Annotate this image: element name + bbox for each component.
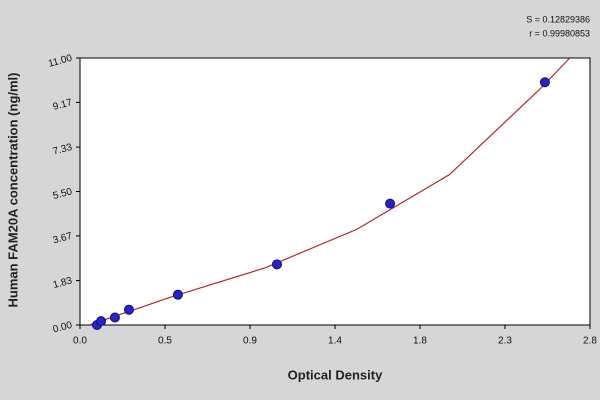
plot-area [79,57,591,326]
y-tick-label: 11.00 [47,53,74,70]
fit-curve [89,57,571,326]
data-point [385,198,396,209]
x-tick-label: 0.5 [158,336,172,347]
data-point [271,259,282,270]
annotation: S = 0.12829386 [526,14,590,24]
x-tick-label: 0.0 [73,336,87,347]
y-tick-label: 3.67 [52,231,74,247]
y-tick-label: 9.17 [52,97,74,113]
y-tick-label: 0.00 [52,320,74,336]
y-tick-label: 1.83 [52,275,74,291]
y-axis-title: Human FAM20A concentration (ng/ml) [5,73,20,308]
x-axis-title: Optical Density [288,367,383,382]
x-tick-label: 1.8 [413,336,427,347]
y-tick-label: 5.50 [52,186,74,202]
annotation: r = 0.99980853 [529,28,590,38]
y-tick-label: 7.33 [52,142,74,158]
data-point [172,289,183,300]
x-tick-label: 2.3 [498,336,512,347]
data-point [109,312,120,323]
data-point [539,77,550,88]
data-point [123,304,134,315]
x-tick-label: 2.8 [583,336,597,347]
x-tick-label: 1.4 [328,336,342,347]
x-tick-label: 0.9 [243,336,257,347]
data-point [96,316,107,327]
